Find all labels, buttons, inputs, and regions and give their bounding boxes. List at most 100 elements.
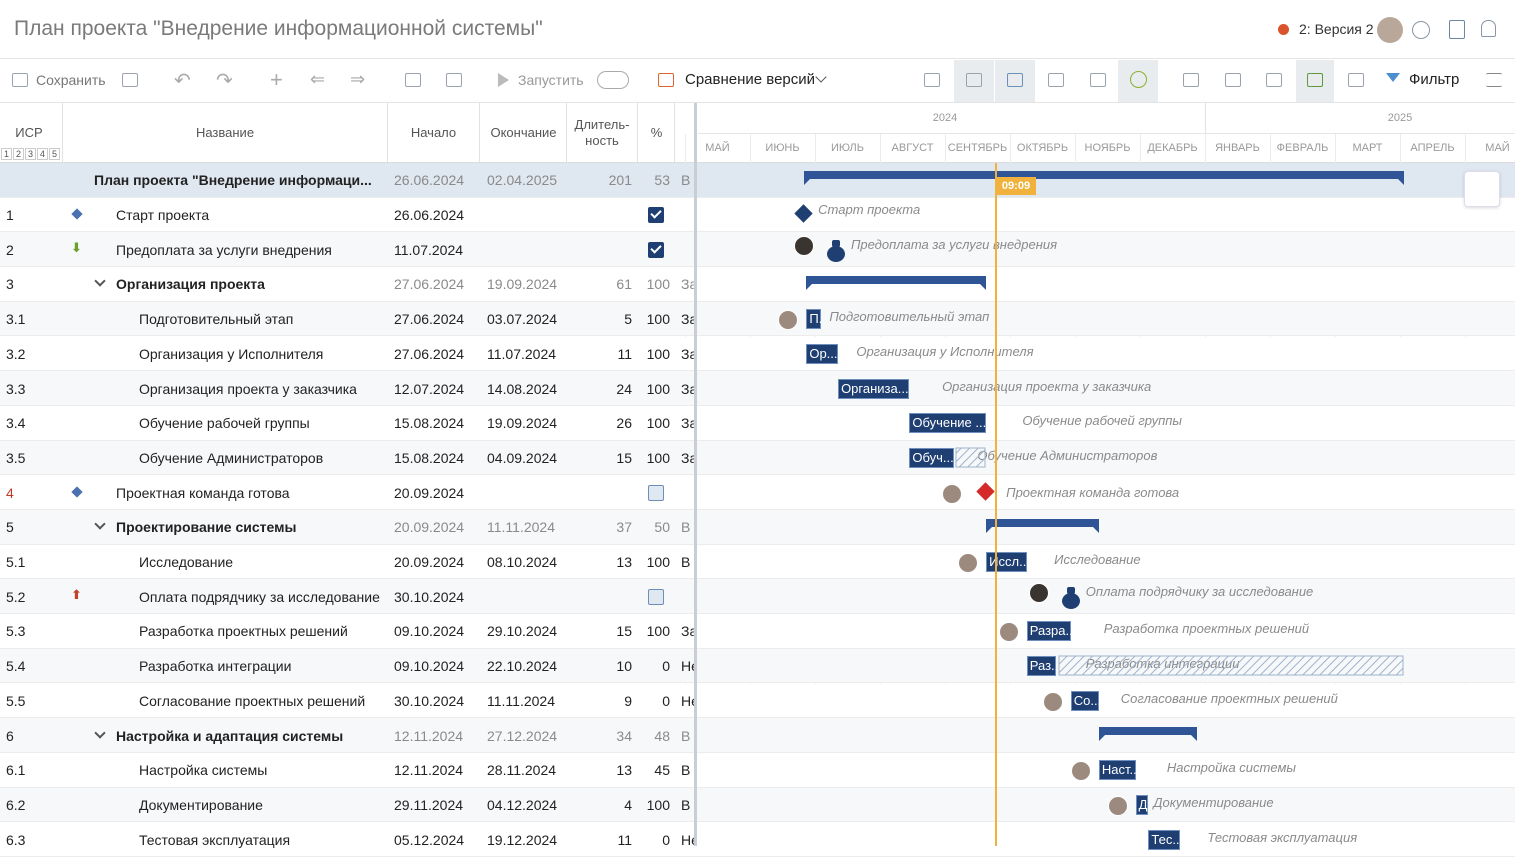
payment-in-icon: ⬇ [71, 240, 82, 256]
start-cell: 26.06.2024 [394, 206, 464, 224]
start-cell: 09.10.2024 [394, 622, 464, 640]
outdent-button[interactable]: ⇐ [310, 69, 325, 90]
splitter[interactable] [694, 103, 697, 846]
summary-cap [1099, 735, 1105, 741]
duration-cell: 13 [567, 553, 632, 571]
view-icon[interactable] [1090, 73, 1106, 87]
task-label: Оплата подрядчику за исследование [1086, 583, 1314, 601]
task-label: Обучение Администраторов [977, 447, 1157, 465]
percent-cell: 48 [638, 727, 670, 745]
tasks-icon[interactable] [1449, 20, 1465, 39]
level-button[interactable]: 3 [25, 148, 36, 160]
undo-button[interactable]: ↶ [174, 68, 191, 93]
run-button[interactable]: Запустить [518, 72, 584, 88]
view-icon[interactable] [1225, 73, 1241, 87]
indent-button[interactable]: ⇒ [350, 69, 365, 90]
version-badge [1278, 24, 1289, 35]
filter-button[interactable]: Фильтр [1409, 71, 1459, 88]
add-task-button[interactable]: + [270, 67, 283, 93]
status-cell: В [681, 171, 694, 189]
print-icon[interactable] [405, 73, 421, 87]
done-checkbox[interactable] [648, 485, 664, 501]
task-label: Старт проекта [818, 201, 920, 219]
column-header: Начало [388, 125, 479, 140]
percent-cell: 100 [638, 310, 670, 328]
year-label: 2024 [925, 112, 965, 124]
settings-icon[interactable] [1486, 73, 1502, 87]
level-button[interactable]: 5 [49, 148, 60, 160]
status-cell: За [681, 310, 694, 328]
redo-button[interactable]: ↷ [216, 68, 233, 93]
bell-icon[interactable] [1481, 20, 1496, 37]
level-button[interactable]: 1 [1, 148, 12, 160]
compare-button[interactable]: Сравнение версий [685, 71, 815, 88]
summary-bar[interactable] [806, 276, 986, 284]
cost-icon[interactable] [1130, 71, 1147, 88]
view-icon[interactable] [1048, 73, 1064, 87]
percent-cell: 100 [638, 449, 670, 467]
task-label: Предоплата за услуги внедрения [851, 236, 1057, 254]
payment-marker[interactable] [827, 246, 845, 262]
version-label[interactable]: 2: Версия 2 [1299, 21, 1374, 37]
view-icon[interactable] [1183, 73, 1199, 87]
start-cell: 15.08.2024 [394, 449, 464, 467]
side-panel-button[interactable] [1464, 171, 1500, 207]
view-icon[interactable] [966, 73, 982, 87]
history-icon[interactable] [1412, 21, 1430, 39]
task-label: Организация у Исполнителя [856, 343, 1033, 361]
end-cell: 27.12.2024 [487, 727, 557, 745]
level-button[interactable]: 2 [13, 148, 24, 160]
done-checkbox[interactable] [648, 589, 664, 605]
view-icon[interactable] [924, 73, 940, 87]
name-cell: Настройка системы [139, 761, 385, 779]
level-button[interactable]: 4 [37, 148, 48, 160]
name-cell: Согласование проектных решений [139, 692, 385, 710]
duration-cell: 9 [567, 692, 632, 710]
duration-cell: 13 [567, 761, 632, 779]
bar-label: Организа... [841, 380, 909, 398]
summary-bar[interactable] [986, 519, 1099, 527]
payment-marker-top [1067, 587, 1075, 594]
start-cell: 15.08.2024 [394, 414, 464, 432]
name-cell: Настройка и адаптация системы [116, 727, 385, 745]
name-cell: Обучение Администраторов [139, 449, 385, 467]
start-cell: 30.10.2024 [394, 692, 464, 710]
assignee-avatar [794, 236, 814, 256]
wbs-cell: 3.2 [6, 345, 25, 363]
view-icon[interactable] [1307, 73, 1323, 87]
summary-bar[interactable] [1099, 727, 1197, 735]
percent-cell: 100 [638, 622, 670, 640]
done-checkbox[interactable] [648, 207, 664, 223]
start-cell: 12.11.2024 [394, 727, 463, 745]
add-icon[interactable] [122, 73, 138, 87]
copy-icon[interactable] [446, 73, 462, 87]
year-label: 2025 [1380, 112, 1420, 124]
wbs-cell: 6.1 [6, 761, 25, 779]
month-label: АВГУСТ [880, 142, 945, 154]
save-icon [12, 73, 28, 87]
user-avatar[interactable] [1377, 17, 1403, 43]
view-icon[interactable] [1007, 73, 1023, 87]
duration-cell: 26 [567, 414, 632, 432]
start-cell: 27.06.2024 [394, 310, 464, 328]
month-label: МАЙ [1465, 142, 1515, 154]
bar-label: Обучение ... [912, 414, 986, 432]
done-checkbox[interactable] [648, 242, 664, 258]
save-button[interactable]: Сохранить [36, 72, 106, 88]
end-cell: 14.08.2024 [487, 380, 557, 398]
view-icon[interactable] [1266, 73, 1282, 87]
wbs-cell: 2 [6, 241, 14, 259]
bar-label: Д [1139, 796, 1148, 814]
month-label: ИЮЛЬ [815, 142, 880, 154]
start-cell: 26.06.2024 [394, 171, 464, 189]
payment-marker[interactable] [1062, 593, 1080, 609]
duration-cell: 5 [567, 310, 632, 328]
summary-bar[interactable] [804, 171, 1404, 179]
wbs-cell: 6.2 [6, 796, 25, 814]
start-cell: 20.09.2024 [394, 484, 464, 502]
task-label: Обучение рабочей группы [1022, 412, 1182, 430]
run-toggle[interactable] [597, 71, 629, 89]
view-icon[interactable] [1348, 73, 1364, 87]
task-label: Исследование [1054, 551, 1140, 569]
name-cell: Подготовительный этап [139, 310, 385, 328]
